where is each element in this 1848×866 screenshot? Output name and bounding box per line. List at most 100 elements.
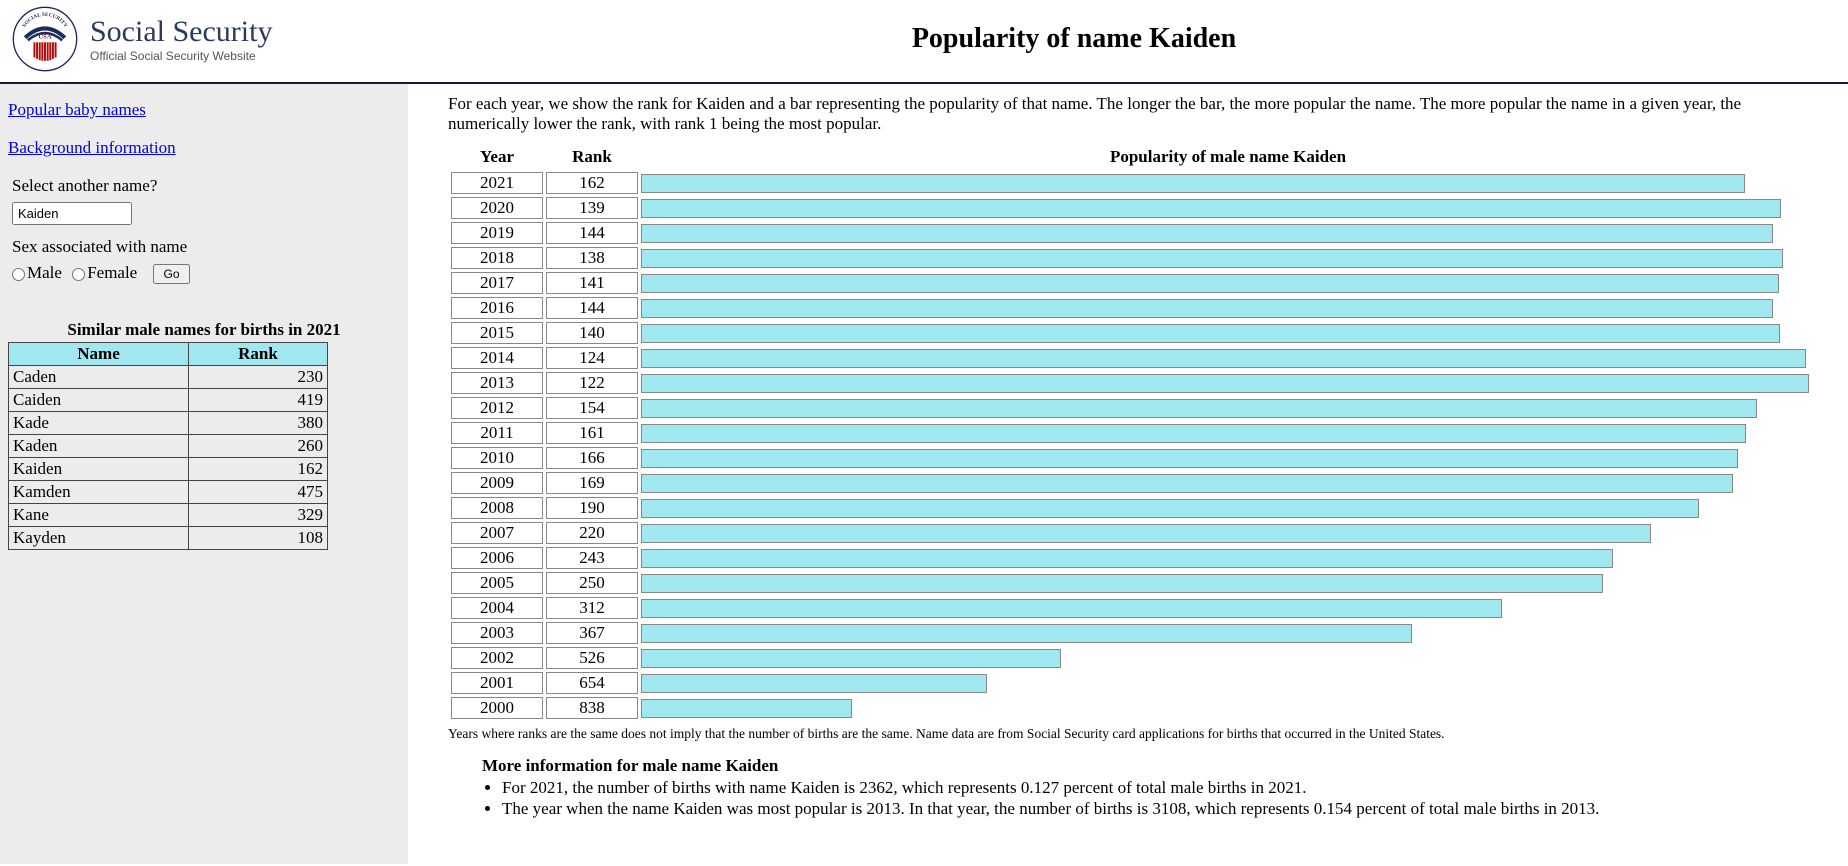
popularity-bar bbox=[641, 249, 1783, 268]
pop-rank: 654 bbox=[546, 672, 638, 694]
pop-rank: 161 bbox=[546, 422, 638, 444]
table-row: 2000838 bbox=[451, 697, 1815, 719]
pop-rank: 124 bbox=[546, 347, 638, 369]
pop-year: 2014 bbox=[451, 347, 543, 369]
similar-rank: 108 bbox=[189, 527, 328, 550]
pop-bar-cell bbox=[641, 222, 1815, 244]
popularity-bar bbox=[641, 599, 1502, 618]
popularity-bar bbox=[641, 524, 1651, 543]
pop-rank: 169 bbox=[546, 472, 638, 494]
link-popular-baby-names[interactable]: Popular baby names bbox=[8, 100, 400, 120]
table-row: 2013122 bbox=[451, 372, 1815, 394]
pop-year: 2013 bbox=[451, 372, 543, 394]
site-subtitle: Official Social Security Website bbox=[90, 49, 272, 63]
pop-rank: 220 bbox=[546, 522, 638, 544]
radio-male[interactable] bbox=[12, 268, 25, 281]
popularity-bar bbox=[641, 424, 1746, 443]
pop-col-year: Year bbox=[451, 147, 543, 169]
pop-bar-cell bbox=[641, 472, 1815, 494]
pop-bar-cell bbox=[641, 272, 1815, 294]
pop-bar-cell bbox=[641, 547, 1815, 569]
pop-bar-cell bbox=[641, 522, 1815, 544]
sidebar: Popular baby names Background informatio… bbox=[0, 84, 408, 864]
pop-rank: 526 bbox=[546, 647, 638, 669]
similar-col-name: Name bbox=[9, 343, 189, 366]
pop-rank: 139 bbox=[546, 197, 638, 219]
table-row: Caiden419 bbox=[9, 389, 328, 412]
more-info-item: For 2021, the number of births with name… bbox=[502, 778, 1818, 798]
table-row: 2003367 bbox=[451, 622, 1815, 644]
table-row: 2018138 bbox=[451, 247, 1815, 269]
similar-col-rank: Rank bbox=[189, 343, 328, 366]
pop-rank: 138 bbox=[546, 247, 638, 269]
more-info-title: More information for male name Kaiden bbox=[482, 756, 1818, 776]
pop-year: 2001 bbox=[451, 672, 543, 694]
similar-rank: 419 bbox=[189, 389, 328, 412]
pop-rank: 838 bbox=[546, 697, 638, 719]
site-name: Social Security bbox=[90, 15, 272, 49]
pop-year: 2010 bbox=[451, 447, 543, 469]
pop-year: 2016 bbox=[451, 297, 543, 319]
similar-name: Kamden bbox=[9, 481, 189, 504]
name-input[interactable] bbox=[12, 202, 132, 225]
similar-name: Kaiden bbox=[9, 458, 189, 481]
pop-year: 2008 bbox=[451, 497, 543, 519]
link-background-info[interactable]: Background information bbox=[8, 138, 400, 158]
pop-bar-cell bbox=[641, 347, 1815, 369]
pop-year: 2018 bbox=[451, 247, 543, 269]
table-row: 2002526 bbox=[451, 647, 1815, 669]
table-row: 2004312 bbox=[451, 597, 1815, 619]
similar-name: Kade bbox=[9, 412, 189, 435]
pop-rank: 243 bbox=[546, 547, 638, 569]
popularity-bar bbox=[641, 349, 1806, 368]
similar-rank: 230 bbox=[189, 366, 328, 389]
pop-col-bar: Popularity of male name Kaiden bbox=[641, 147, 1815, 169]
table-row: 2006243 bbox=[451, 547, 1815, 569]
pop-year: 2012 bbox=[451, 397, 543, 419]
pop-year: 2011 bbox=[451, 422, 543, 444]
radio-female-label: Female bbox=[87, 263, 137, 282]
popularity-bar bbox=[641, 324, 1780, 343]
svg-text:SOCIAL SECURITY: SOCIAL SECURITY bbox=[22, 12, 69, 29]
similar-name: Kaden bbox=[9, 435, 189, 458]
pop-bar-cell bbox=[641, 372, 1815, 394]
pop-bar-cell bbox=[641, 697, 1815, 719]
similar-name: Kayden bbox=[9, 527, 189, 550]
pop-year: 2017 bbox=[451, 272, 543, 294]
pop-year: 2007 bbox=[451, 522, 543, 544]
table-row: 2011161 bbox=[451, 422, 1815, 444]
pop-rank: 367 bbox=[546, 622, 638, 644]
popularity-bar bbox=[641, 449, 1738, 468]
pop-year: 2000 bbox=[451, 697, 543, 719]
table-row: 2007220 bbox=[451, 522, 1815, 544]
pop-rank: 141 bbox=[546, 272, 638, 294]
pop-year: 2005 bbox=[451, 572, 543, 594]
select-name-label: Select another name? bbox=[12, 176, 400, 196]
pop-bar-cell bbox=[641, 422, 1815, 444]
ssa-seal-icon: USA SOCIAL SECURITY bbox=[12, 6, 78, 72]
pop-year: 2003 bbox=[451, 622, 543, 644]
site-header: USA SOCIAL SECURITY Social Security Offi… bbox=[0, 0, 1848, 84]
pop-year: 2009 bbox=[451, 472, 543, 494]
table-row: 2017141 bbox=[451, 272, 1815, 294]
pop-bar-cell bbox=[641, 322, 1815, 344]
pop-bar-cell bbox=[641, 497, 1815, 519]
more-info-list: For 2021, the number of births with name… bbox=[448, 778, 1818, 819]
pop-rank: 312 bbox=[546, 597, 638, 619]
pop-year: 2002 bbox=[451, 647, 543, 669]
radio-female[interactable] bbox=[72, 268, 85, 281]
radio-male-label: Male bbox=[27, 263, 62, 282]
go-button[interactable]: Go bbox=[153, 264, 189, 284]
pop-bar-cell bbox=[641, 647, 1815, 669]
popularity-bar bbox=[641, 674, 987, 693]
similar-name: Caden bbox=[9, 366, 189, 389]
pop-bar-cell bbox=[641, 672, 1815, 694]
pop-rank: 144 bbox=[546, 222, 638, 244]
similar-names-table: Name Rank Caden230Caiden419Kade380Kaden2… bbox=[8, 342, 328, 550]
table-row: 2014124 bbox=[451, 347, 1815, 369]
svg-text:USA: USA bbox=[38, 33, 51, 40]
table-row: 2019144 bbox=[451, 222, 1815, 244]
pop-col-rank: Rank bbox=[546, 147, 638, 169]
pop-year: 2020 bbox=[451, 197, 543, 219]
popularity-bar bbox=[641, 549, 1613, 568]
